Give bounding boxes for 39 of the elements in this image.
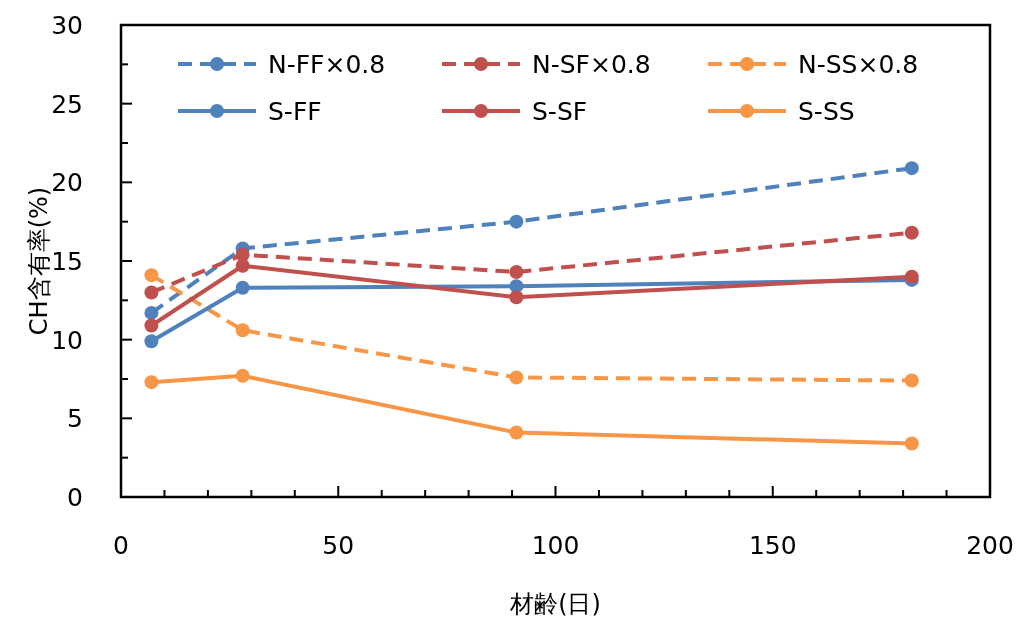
x-tick-label: 150 [748,531,797,560]
point [509,370,524,385]
legend-label: S-SS [798,97,855,126]
point [904,436,919,451]
y-tick-label: 30 [51,11,83,40]
y-tick-label: 15 [51,247,83,276]
y-tick-label: 5 [67,404,83,434]
x-axis-title: 材齢(日) [509,590,601,618]
y-tick-label: 20 [51,168,83,198]
x-tick-label: 0 [113,531,129,560]
y-tick-label: 0 [67,483,83,512]
x-tick-label: 100 [531,531,580,560]
point [144,375,159,390]
point [509,265,524,280]
legend-label: S-FF [268,97,322,126]
y-axis-title: CH含有率(%) [25,186,53,336]
point [509,290,524,305]
point [144,268,159,283]
point [235,258,250,273]
y-tick-label: 25 [51,89,83,119]
legend-label: N-SF×0.8 [532,50,651,79]
point [235,323,250,338]
point [509,425,524,440]
point [509,214,524,229]
point [144,334,159,349]
legend-label: N-FF×0.8 [268,50,386,79]
point [235,368,250,383]
legend-label: N-SS×0.8 [798,50,919,79]
point [144,285,159,300]
x-tick-label: 50 [322,531,355,560]
legend-label: S-SF [532,97,588,126]
point [144,318,159,333]
point [904,373,919,388]
point [235,280,250,295]
point [904,161,919,176]
point [904,225,919,240]
point [144,305,159,320]
x-tick-label: 200 [966,531,1014,560]
y-tick-label: 10 [51,325,83,355]
